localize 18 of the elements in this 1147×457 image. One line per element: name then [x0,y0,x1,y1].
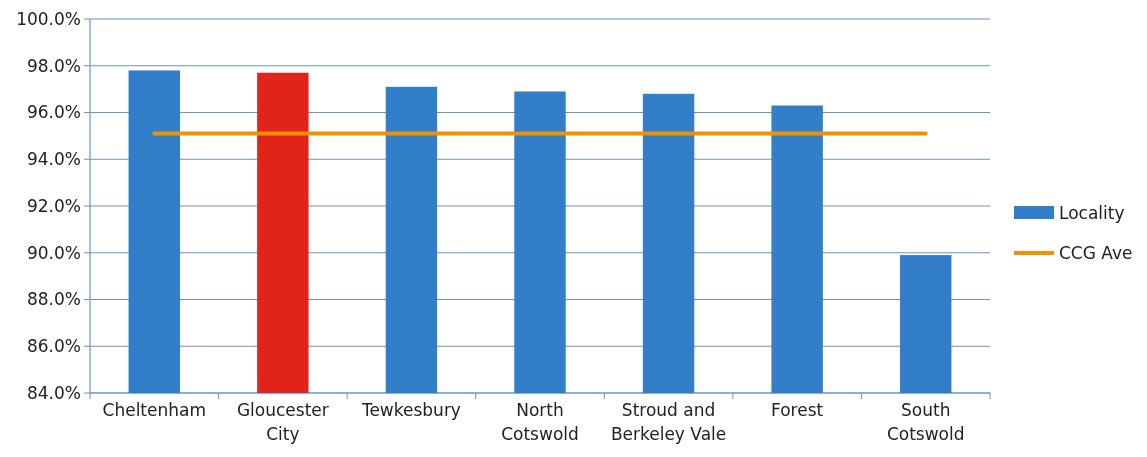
y-tick-label: 84.0% [26,382,81,403]
y-tick-label: 88.0% [26,289,81,310]
x-tick-label: Stroud and Berkeley Vale [610,400,727,444]
y-tick-label: 96.0% [26,102,81,123]
y-tick-label: 90.0% [26,242,81,263]
x-tick-label: Cheltenham [102,400,207,420]
x-tick-label: Tewkesbury [360,400,461,420]
x-tick-label: North Cotswold [501,400,579,444]
x-tick-label: Forest [771,400,824,420]
y-tick-label: 94.0% [26,149,81,170]
legend-label: CCG Ave [1059,242,1133,263]
x-tick-label: Gloucester City [236,400,329,444]
y-tick-label: 92.0% [26,195,81,216]
x-tick-label: South Cotswold [886,400,965,444]
y-tick-label: 86.0% [26,336,81,357]
y-tick-label: 100.0% [16,8,81,29]
y-tick-label: 98.0% [26,55,81,76]
legend-label: Locality [1059,202,1125,223]
